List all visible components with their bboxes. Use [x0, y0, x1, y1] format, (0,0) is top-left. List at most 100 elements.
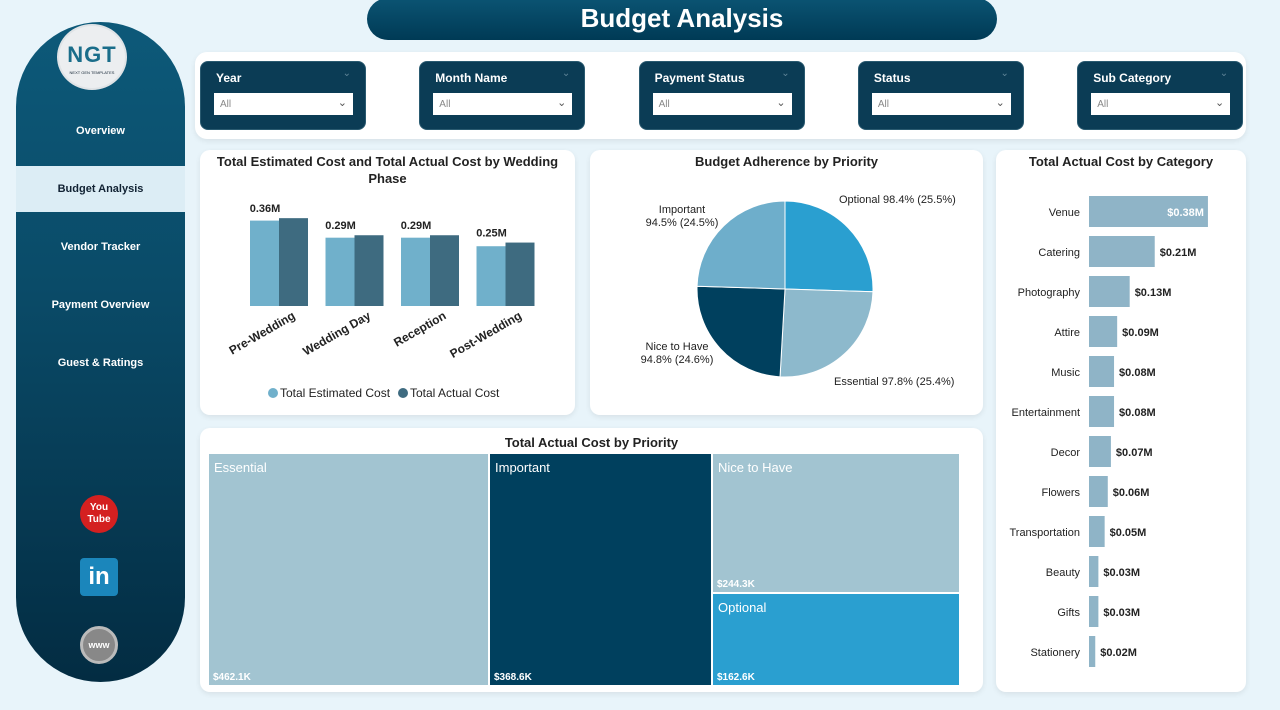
category-label: Wedding Day [300, 308, 373, 358]
linkedin-icon[interactable]: in [80, 558, 118, 596]
data-label: $0.21M [1160, 247, 1197, 259]
pie-slice-essential [779, 288, 874, 378]
pie-slice-important [696, 200, 786, 290]
data-label: $0.03M [1103, 607, 1140, 619]
pie-label: Essential 97.8% (25.4%) [834, 376, 954, 388]
tile-value: $462.1K [213, 672, 251, 683]
bar-actual [354, 235, 384, 306]
data-label: $0.02M [1100, 647, 1137, 659]
chevron-down-icon[interactable]: ⌄ [342, 68, 351, 79]
filter-status: Status ⌄ All ⌄ [857, 61, 1024, 130]
data-label: $0.06M [1113, 487, 1150, 499]
filter-label: Sub Category [1093, 71, 1172, 85]
sidebar-item-vendor-tracker[interactable]: Vendor Tracker [60, 241, 141, 253]
chevron-down-icon: ⌄ [337, 97, 347, 109]
data-label: $0.08M [1119, 407, 1156, 419]
tile-label: Optional [718, 600, 767, 615]
sidebar-item-overview[interactable]: Overview [76, 125, 125, 137]
category-bar [1089, 636, 1096, 667]
sidebar-item-guest-ratings[interactable]: Guest & Ratings [57, 357, 144, 369]
pie-label: 94.5% (24.5%) [646, 217, 719, 229]
category-bar [1089, 516, 1105, 547]
legend-marker [398, 388, 408, 398]
filter-label: Month Name [435, 71, 508, 85]
phase-bar-chart: 0.36M Pre-Wedding 0.29M Wedding Day 0.29M Rec… [227, 203, 535, 400]
data-label: $0.09M [1122, 327, 1159, 339]
chevron-down-icon[interactable]: ⌄ [1219, 68, 1229, 79]
page-title: Budget Analysis [367, 0, 997, 40]
filter-dropdown[interactable]: All ⌄ [214, 93, 353, 115]
data-label: $0.07M [1116, 447, 1153, 459]
legend-marker [268, 388, 278, 398]
legend-label: Total Estimated Cost [280, 386, 391, 400]
bar-estimated [325, 237, 355, 306]
bar-estimated [250, 220, 279, 306]
chevron-down-icon: ⌄ [557, 97, 567, 109]
treemap-tile-nice-to-have[interactable]: Nice to Have $244.3K [713, 454, 959, 592]
filter-dropdown[interactable]: All ⌄ [1091, 93, 1231, 115]
filter-label: Status [873, 71, 911, 85]
filter-dropdown[interactable]: All ⌄ [433, 93, 573, 115]
filter-sub-category: Sub Category ⌄ All ⌄ [1077, 61, 1244, 130]
chevron-down-icon[interactable]: ⌄ [561, 68, 571, 79]
data-label: $0.13M [1135, 287, 1172, 299]
filter-label: Payment Status [654, 71, 745, 85]
pie-slice-nice-to-have [696, 285, 786, 378]
category-bar-chart: Venue $0.38M Catering $0.21M Photography $0.1… [1009, 196, 1208, 667]
filter-value: All [439, 99, 451, 110]
tile-value: $162.6K [717, 672, 755, 683]
category-bar [1089, 436, 1111, 467]
tile-value: $368.6K [494, 672, 532, 683]
data-label: 0.29M [325, 220, 356, 232]
youtube-icon[interactable]: You Tube [80, 495, 118, 533]
data-label: 0.29M [401, 220, 432, 232]
filter-dropdown[interactable]: All ⌄ [652, 93, 792, 115]
category-label: Venue [1049, 207, 1080, 219]
chevron-down-icon: ⌄ [995, 97, 1005, 109]
category-bar [1089, 596, 1099, 627]
category-label: Stationery [1030, 647, 1080, 659]
category-label: Reception [391, 308, 448, 349]
category-bar [1089, 196, 1208, 227]
category-label: Beauty [1046, 567, 1081, 579]
bar-estimated [476, 246, 506, 306]
adherence-pie-chart: Optional 98.4% (25.5%) Essential 97.8% (2… [641, 194, 956, 388]
bar-estimated [401, 237, 430, 306]
chevron-down-icon[interactable]: ⌄ [781, 68, 790, 79]
chart-title: Total Actual Cost by Priority [504, 435, 679, 450]
category-bar [1089, 316, 1118, 347]
treemap-tile-essential[interactable]: Essential $462.1K [209, 454, 488, 685]
treemap-tile-optional[interactable]: Optional $162.6K [713, 594, 959, 685]
category-cost-card: Total Actual Cost by Category Venue $0.38… [996, 150, 1246, 692]
chart-title: Total Actual Cost by Category [1028, 154, 1214, 169]
logo: NGT NEXT GEN TEMPLATES [57, 24, 127, 90]
category-label: Decor [1051, 447, 1081, 459]
sidebar-item-payment-overview[interactable]: Payment Overview [51, 299, 150, 311]
pie-label: Nice to Have [646, 341, 709, 353]
data-label: $0.38M [1167, 207, 1204, 219]
sidebar-item-budget-analysis[interactable]: Budget Analysis [16, 166, 185, 212]
filter-value: All [658, 99, 670, 110]
category-bar [1089, 236, 1155, 267]
category-bar [1089, 276, 1130, 307]
sidebar: NGT NEXT GEN TEMPLATES Overview Budget A… [16, 22, 185, 682]
pie-label: Important [659, 204, 705, 216]
category-bar [1089, 356, 1115, 387]
category-label: Post-Wedding [447, 308, 524, 360]
category-label: Gifts [1057, 607, 1080, 619]
filter-year: Year ⌄ All ⌄ [200, 61, 366, 130]
filter-value: All [877, 99, 890, 110]
category-label: Flowers [1041, 487, 1080, 499]
category-label: Attire [1054, 327, 1080, 339]
logo-subtext: NEXT GEN TEMPLATES [69, 70, 115, 75]
phase-cost-card: Total Estimated Cost and Total Actual Co… [200, 150, 575, 415]
website-globe-icon[interactable]: www [80, 626, 118, 664]
filter-dropdown[interactable]: All ⌄ [871, 93, 1011, 115]
filter-panel: Year ⌄ All ⌄ Month Name ⌄ All ⌄ Payment Status ⌄ A… [195, 52, 1246, 139]
chevron-down-icon[interactable]: ⌄ [1000, 68, 1009, 79]
logo-text: NGT [67, 42, 117, 67]
category-bar [1089, 396, 1115, 427]
legend-label: Total Actual Cost [410, 386, 500, 400]
treemap-tile-important[interactable]: Important $368.6K [490, 454, 711, 685]
bar-actual [279, 218, 308, 306]
